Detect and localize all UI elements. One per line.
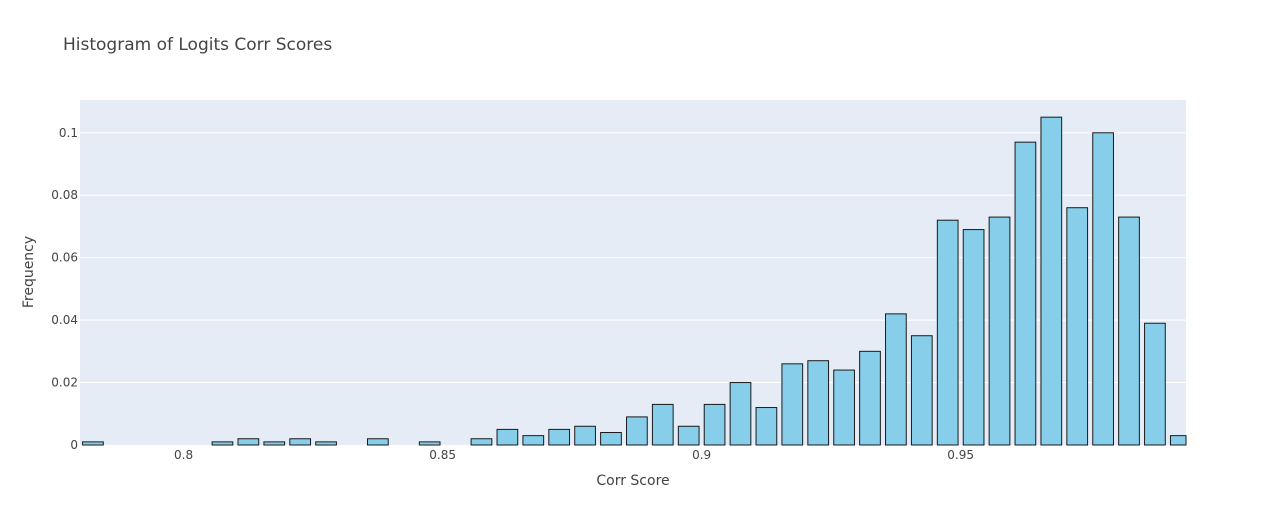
histogram-bar [885,313,907,446]
histogram-bar [600,432,622,446]
histogram-bar [1118,216,1140,446]
histogram-bar [1014,141,1037,446]
histogram-bar [1144,322,1166,446]
y-tick-labels: 0 0.02 0.04 0.06 0.08 0.1 [51,126,78,452]
histogram-bar [237,438,260,446]
histogram-bar [1169,435,1187,446]
chart-title: Histogram of Logits Corr Scores [63,35,332,55]
y-tick-label: 0 [70,438,78,452]
histogram-bar [211,441,234,446]
x-tick-label: 0.95 [947,448,974,462]
histogram-bar [289,438,312,446]
histogram-bar [418,441,441,446]
histogram-bar [781,363,804,446]
histogram-bar [755,407,778,446]
histogram-bar [367,438,389,446]
histogram-bar [548,428,571,446]
histogram-bar [988,216,1011,446]
histogram-bar [833,369,855,446]
histogram-bar [677,425,700,446]
x-axis-title: Corr Score [596,473,669,489]
x-tick-labels: 0.8 0.85 0.9 0.95 [174,448,974,462]
y-tick-label: 0.06 [51,251,78,265]
x-tick-label: 0.8 [174,448,193,462]
histogram-bars [82,116,1187,446]
y-tick-label: 0.04 [51,313,78,327]
histogram-bar [807,360,830,446]
y-tick-label: 0.1 [59,126,78,140]
histogram-bar [82,441,104,446]
histogram-bar [962,229,985,446]
histogram-bar [470,438,493,446]
histogram-bar [574,425,596,446]
histogram-bar [1066,207,1089,446]
histogram-bar [1040,116,1063,446]
histogram-bar [496,428,519,446]
histogram-bar [315,441,337,446]
y-tick-label: 0.02 [51,376,78,390]
histogram-bar [522,435,545,446]
x-tick-label: 0.9 [692,448,711,462]
histogram-bar [263,441,286,446]
y-axis-title: Frequency [21,236,37,308]
histogram-bar [910,335,933,446]
x-tick-label: 0.85 [429,448,456,462]
histogram-bar [729,382,752,446]
y-tick-label: 0.08 [51,188,78,202]
histogram-bar [703,403,726,446]
histogram-bar [859,350,881,446]
histogram-bar [1092,132,1114,446]
histogram-bar [626,416,648,446]
histogram-bar [651,403,674,446]
histogram-bar [936,219,959,446]
